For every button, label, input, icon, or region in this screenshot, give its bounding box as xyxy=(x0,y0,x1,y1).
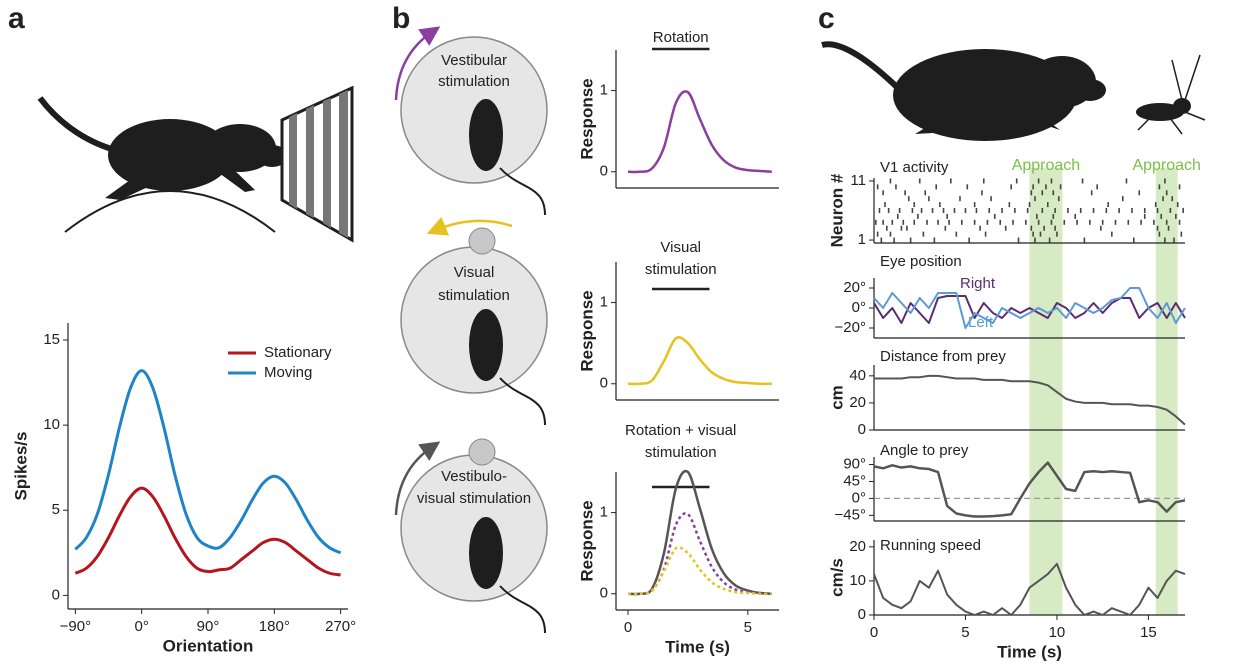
y-tick-label: 15 xyxy=(43,331,60,348)
y-axis-label: cm/s xyxy=(827,558,846,597)
approach-band xyxy=(1155,168,1178,615)
legend-label: Stationary xyxy=(264,344,332,361)
y-tick-label: 20 xyxy=(849,538,866,555)
y-tick-label: 20° xyxy=(843,279,866,296)
y-tick-label: −20° xyxy=(835,319,866,336)
y-tick-label: 0° xyxy=(852,299,866,316)
y-tick-label: 0 xyxy=(858,606,866,623)
y-tick-label: 20 xyxy=(849,394,866,411)
series-line xyxy=(627,512,772,596)
chart-title: Eye position xyxy=(880,253,962,270)
series-line xyxy=(74,369,342,555)
y-tick-label: 40 xyxy=(849,367,866,384)
circle-label: visual stimulation xyxy=(417,490,531,507)
chart: 0 5 10 15 −90° 0° 90° 180° 270° Spikes/s Orientati… xyxy=(11,323,356,655)
approach-label: Approach xyxy=(1012,157,1081,174)
chart-title: Angle to prey xyxy=(880,442,969,459)
series-line xyxy=(873,562,1186,616)
chart-title: stimulation xyxy=(645,444,717,461)
y-axis-label: Response xyxy=(577,500,596,581)
y-tick-label: 1 xyxy=(600,504,608,521)
chart-title: stimulation xyxy=(645,261,717,278)
chart: −20° 0° 20° Eye position Right Left xyxy=(835,253,1186,339)
x-tick-label: 270° xyxy=(325,618,356,635)
circle-label: Visual xyxy=(454,264,495,281)
chart-title: Visual xyxy=(660,239,701,256)
y-tick-label: 0 xyxy=(52,586,60,603)
y-tick-label: 0 xyxy=(600,163,608,180)
chart-title: Rotation + visual xyxy=(625,422,736,439)
circle-label: Vestibular xyxy=(441,52,507,69)
y-tick-label: 10 xyxy=(43,416,60,433)
series-line xyxy=(874,374,1186,426)
shade-layer xyxy=(1029,168,1178,615)
chart-title: Running speed xyxy=(880,537,981,554)
y-tick-label: 1 xyxy=(600,82,608,99)
approach-label: Approach xyxy=(1132,157,1201,174)
y-tick-label: 5 xyxy=(52,501,60,518)
y-tick-label: 0 xyxy=(600,375,608,392)
y-tick-label: 1 xyxy=(858,231,866,248)
y-axis-label: Response xyxy=(577,78,596,159)
y-tick-label: 90° xyxy=(843,455,866,472)
circle-label: stimulation xyxy=(438,287,510,304)
chart: 0 10 20 0 5 10 15 cm/s Time (s) Running speed xyxy=(827,537,1186,661)
legend-label: Moving xyxy=(264,364,312,381)
x-axis-label: Orientation xyxy=(163,636,254,655)
y-axis-label: cm xyxy=(827,385,846,410)
y-tick-label: 10 xyxy=(849,572,866,589)
x-tick-label: 180° xyxy=(259,618,290,635)
stim-diagram: Vestibular stimulation Visual stimulatio… xyxy=(394,26,548,634)
y-axis-label: Neuron # xyxy=(827,173,846,247)
series-line xyxy=(627,469,772,596)
x-tick-label: 5 xyxy=(961,624,969,641)
y-tick-label: 45° xyxy=(843,472,866,489)
series-line xyxy=(627,90,772,174)
x-tick-label: 90° xyxy=(197,618,220,635)
x-axis-label: Time (s) xyxy=(665,637,730,656)
series-line xyxy=(873,295,1186,324)
mouse-and-cricket xyxy=(821,41,1206,141)
y-tick-label: −45° xyxy=(835,506,866,523)
series-line xyxy=(873,461,1186,518)
panel-label: a xyxy=(8,2,25,35)
y-axis-label: Spikes/s xyxy=(11,432,30,501)
series-line xyxy=(627,336,772,386)
x-tick-label: 0 xyxy=(870,624,878,641)
chart-title: V1 activity xyxy=(880,159,949,176)
y-tick-label: 0 xyxy=(600,585,608,602)
x-tick-label: 0° xyxy=(135,618,149,635)
panel-label: c xyxy=(818,2,835,35)
x-tick-label: 10 xyxy=(1049,624,1066,641)
grating xyxy=(280,85,354,243)
chart: 0 1 0 5 Response Time (s) Rotation + visual sti… xyxy=(577,422,779,656)
y-tick-label: 0 xyxy=(858,421,866,438)
y-axis-label: Response xyxy=(577,290,596,371)
panel-label: b xyxy=(392,2,410,35)
y-tick-label: 11 xyxy=(850,172,866,189)
chart: −45°0°45°90° Angle to prey xyxy=(835,442,1186,523)
x-tick-label: 0 xyxy=(624,619,632,636)
x-axis-label: Time (s) xyxy=(997,642,1062,661)
series-label: Right xyxy=(960,275,996,292)
circle-label: Vestibulo- xyxy=(441,468,507,485)
series-line xyxy=(873,287,1186,329)
chart-title: Rotation xyxy=(653,29,709,46)
x-tick-label: −90° xyxy=(60,618,91,635)
circle-label: stimulation xyxy=(438,73,510,90)
y-tick-label: 0° xyxy=(852,489,866,506)
chart-title: Distance from prey xyxy=(880,348,1006,365)
x-tick-label: 5 xyxy=(744,619,752,636)
series-label: Left xyxy=(968,314,994,331)
series-line xyxy=(627,546,772,596)
y-tick-label: 1 xyxy=(600,294,608,311)
mouse-on-ball xyxy=(37,96,288,233)
series-line xyxy=(74,486,341,577)
x-tick-label: 15 xyxy=(1140,624,1157,641)
